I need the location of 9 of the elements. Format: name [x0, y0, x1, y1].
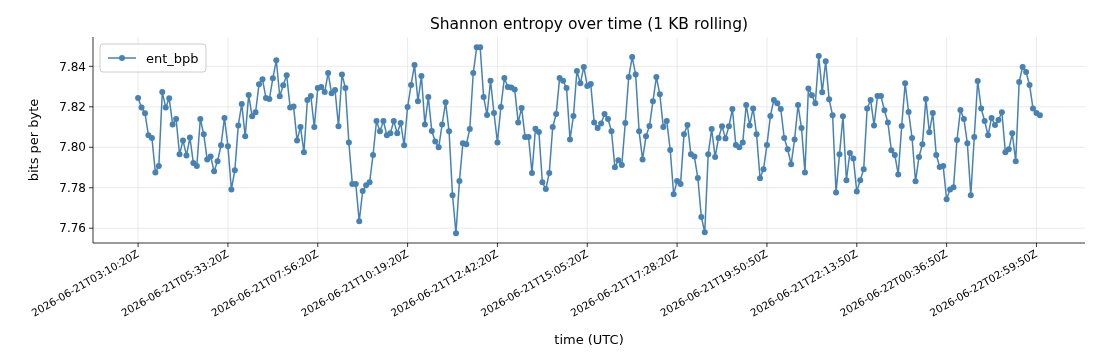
- y-tick-label: 7.76: [59, 221, 86, 236]
- y-tick-label: 7.78: [59, 180, 86, 195]
- y-tick-label: 7.82: [59, 100, 86, 115]
- y-axis-title: bits per byte: [26, 98, 41, 182]
- y-tick-label: 7.84: [59, 59, 86, 74]
- y-tick-label: 7.80: [59, 140, 86, 155]
- x-axis-title: time (UTC): [554, 332, 624, 347]
- chart-title: Shannon entropy over time (1 KB rolling): [429, 15, 749, 33]
- legend-label: ent_bpb: [146, 50, 199, 66]
